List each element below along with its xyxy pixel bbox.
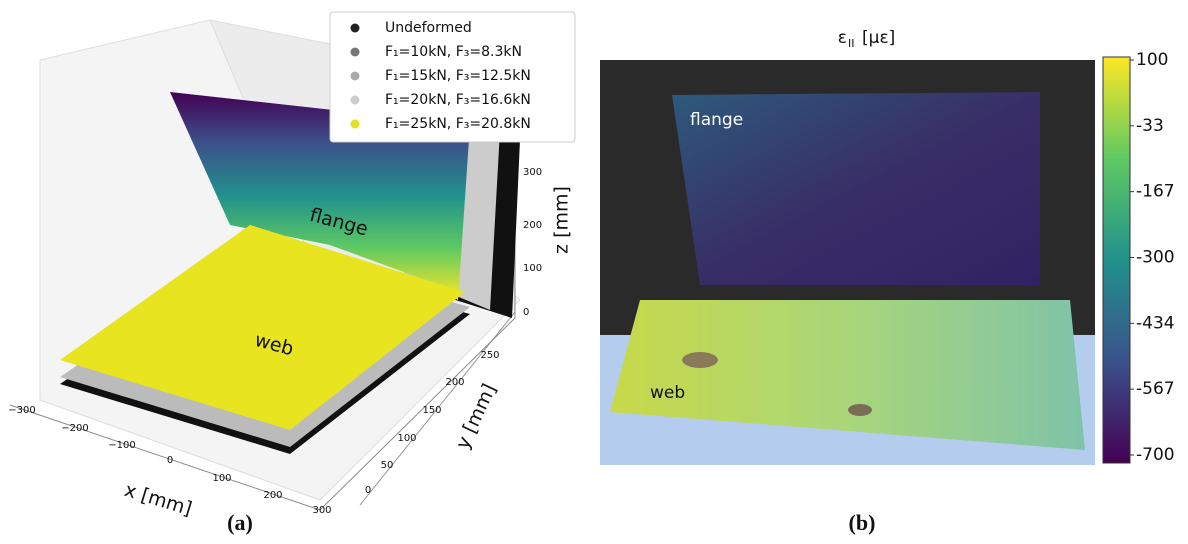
y-tick-label: 250 — [480, 350, 499, 361]
y-tick-label: 0 — [365, 485, 371, 496]
legend-entry: Undeformed — [385, 20, 472, 36]
caption: (b) — [849, 510, 876, 535]
colorbar-tick-label: -434 — [1136, 313, 1175, 333]
z-axis-label: z [mm] — [551, 186, 573, 254]
caption: (a) — [227, 510, 253, 535]
legend-entry: F₁=20kN, F₃=16.6kN — [385, 92, 531, 108]
legend: Undeformed F₁=10kN, F₃=8.3kN F₁=15kN, F₃=1… — [330, 12, 575, 142]
legend-marker — [351, 120, 360, 129]
x-tick-label: −200 — [61, 423, 88, 434]
flange-photo-label: flange — [690, 110, 743, 130]
legend-entry: F₁=25kN, F₃=20.8kN — [385, 116, 531, 132]
z-tick-label: 100 — [523, 263, 542, 274]
colorbar-tick-label: 100 — [1136, 50, 1168, 70]
legend-marker — [351, 96, 360, 105]
legend-entry: F₁=10kN, F₃=8.3kN — [385, 44, 522, 60]
colorbar-tick-label: -33 — [1136, 116, 1164, 136]
legend-marker — [351, 48, 360, 57]
y-axis-label: y [mm] — [452, 380, 501, 452]
x-tick-label: 200 — [263, 490, 282, 501]
photo — [600, 60, 1095, 465]
z-tick-label: 300 — [523, 167, 542, 178]
x-tick-label: −100 — [108, 440, 135, 451]
legend-marker — [351, 24, 360, 33]
z-tick-label: 200 — [523, 220, 542, 231]
y-tick-label: 150 — [422, 405, 441, 416]
colorbar-tick-label: -567 — [1136, 379, 1175, 399]
colorbar-tick-label: -700 — [1136, 445, 1175, 465]
z-tick-label: 0 — [523, 307, 529, 318]
colorbar-tick-label: -300 — [1136, 248, 1175, 268]
title-subscript: II — [848, 37, 855, 50]
legend-entry: F₁=15kN, F₃=12.5kN — [385, 68, 531, 84]
title-unit: [με] — [862, 28, 895, 48]
x-tick-label: 300 — [312, 505, 331, 516]
x-tick-label: −300 — [8, 405, 35, 416]
legend-marker — [351, 72, 360, 81]
web-photo-label: web — [650, 383, 685, 403]
x-axis-label: x [mm] — [122, 479, 195, 520]
colorbar-tick-label: -167 — [1136, 182, 1175, 202]
x-tick-label: 100 — [212, 473, 231, 484]
colorbar — [1103, 57, 1130, 463]
y-tick-label: 100 — [397, 433, 416, 444]
title-symbol: ε — [838, 28, 847, 48]
y-tick-label: 50 — [381, 460, 394, 471]
figure: flange web −300 −200 −100 0 100 200 300 0 50 100 1… — [0, 0, 1188, 544]
y-tick-label: 200 — [445, 377, 464, 388]
x-tick-label: 0 — [167, 455, 173, 466]
